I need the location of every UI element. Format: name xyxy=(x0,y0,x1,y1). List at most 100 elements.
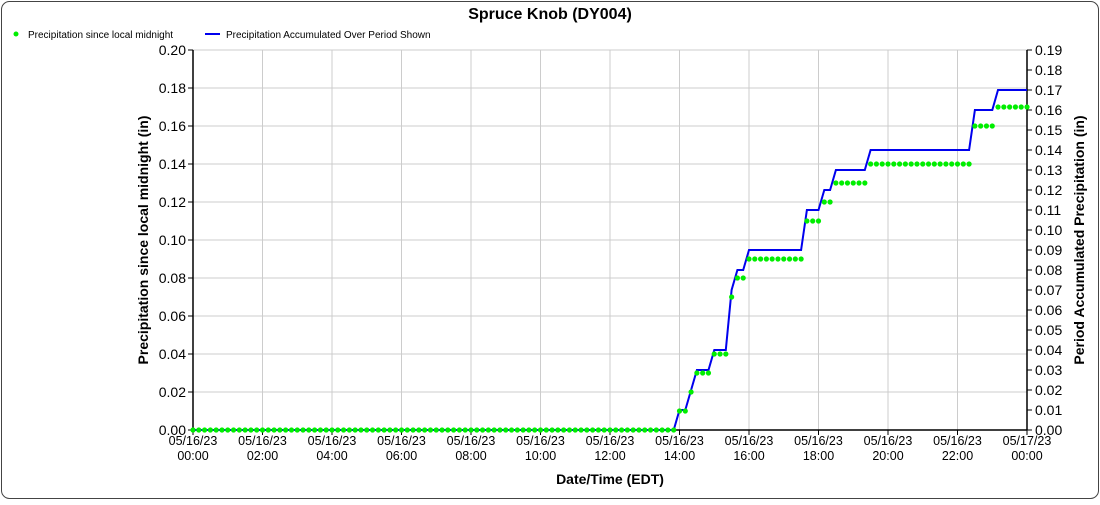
precip-data-point xyxy=(844,180,851,186)
precip-data-point xyxy=(248,427,254,433)
precip-data-point xyxy=(393,427,399,433)
y-right-tick-label: 0.14 xyxy=(1035,142,1062,158)
precip-data-point xyxy=(920,161,926,167)
precip-data-point xyxy=(896,161,903,167)
legend: Precipitation since local midnight Preci… xyxy=(13,30,431,41)
precip-data-point xyxy=(497,427,503,433)
precip-data-point xyxy=(323,427,329,433)
precip-data-point xyxy=(821,199,827,205)
precip-data-point xyxy=(630,427,636,433)
precip-data-point xyxy=(868,161,874,167)
precip-data-point xyxy=(381,427,387,433)
precip-data-point xyxy=(346,427,352,433)
y-right-tick-label: 0.01 xyxy=(1035,402,1062,418)
y-left-tick-label: 0.02 xyxy=(159,384,186,400)
y-left-tick-label: 0.16 xyxy=(159,118,186,134)
precip-data-point xyxy=(983,123,990,129)
y-left-tick-label: 0.14 xyxy=(159,156,186,172)
precip-data-point xyxy=(1018,104,1024,110)
precip-data-point xyxy=(485,427,491,433)
precip-data-point xyxy=(1001,104,1007,110)
y-right-tick-label: 0.07 xyxy=(1035,282,1062,298)
precip-data-point xyxy=(584,427,590,433)
y-left-tick-label: 0.18 xyxy=(159,80,186,96)
precip-data-point xyxy=(804,218,810,224)
legend-label-midnight: Precipitation since local midnight xyxy=(28,30,173,41)
precip-data-point xyxy=(624,427,630,433)
precip-data-point xyxy=(549,427,555,433)
precip-data-point xyxy=(653,427,659,433)
x-tick-date: 05/16/23 xyxy=(794,434,843,448)
precip-data-point xyxy=(879,161,885,167)
precip-data-point xyxy=(219,427,225,433)
precip-data-point xyxy=(335,427,341,433)
precip-data-point xyxy=(387,427,393,433)
precip-data-point xyxy=(433,427,439,433)
precip-data-point xyxy=(294,427,300,433)
y-right-tick-label: 0.09 xyxy=(1035,242,1062,258)
precip-data-point xyxy=(543,427,549,433)
x-tick-time: 06:00 xyxy=(386,449,417,463)
precip-data-point xyxy=(763,256,769,262)
precip-data-point xyxy=(201,427,208,433)
precip-data-point xyxy=(230,427,237,433)
precip-data-point xyxy=(277,427,283,433)
precip-data-point xyxy=(259,427,266,433)
precip-data-point xyxy=(561,427,567,433)
y-right-tick-label: 0.19 xyxy=(1035,42,1062,58)
y-axis-label-right: Period Accumulated Precipitation (in) xyxy=(1071,115,1087,364)
precip-data-point xyxy=(943,161,949,167)
precip-data-point xyxy=(902,161,908,167)
precip-data-point xyxy=(925,161,932,167)
precip-data-point xyxy=(196,427,202,433)
x-tick-time: 08:00 xyxy=(455,449,486,463)
precip-data-point xyxy=(978,123,984,129)
x-tick-time: 18:00 xyxy=(803,449,834,463)
precip-data-point xyxy=(265,427,271,433)
x-tick-time: 00:00 xyxy=(1011,449,1042,463)
x-tick-date: 05/16/23 xyxy=(655,434,704,448)
precip-data-point xyxy=(746,256,752,262)
precip-data-point xyxy=(479,427,486,433)
precip-data-point xyxy=(636,427,642,433)
precip-data-point xyxy=(1007,104,1013,110)
precip-data-point xyxy=(225,427,231,433)
precip-data-point xyxy=(288,427,295,433)
precip-data-point xyxy=(508,427,515,433)
precip-data-point xyxy=(659,427,665,433)
precip-data-point xyxy=(520,427,526,433)
precip-data-point xyxy=(578,427,584,433)
precip-data-point xyxy=(1024,104,1030,110)
precip-data-point xyxy=(665,427,671,433)
precip-data-point xyxy=(995,104,1001,110)
y-axis-label-left: Precipitation since local midnight (in) xyxy=(135,116,151,365)
y-right-tick-label: 0.04 xyxy=(1035,342,1062,358)
x-tick-date: 05/16/23 xyxy=(447,434,496,448)
precip-data-point xyxy=(283,427,289,433)
x-tick-date: 05/16/23 xyxy=(933,434,982,448)
precip-data-point xyxy=(236,427,242,433)
precip-data-point xyxy=(358,427,364,433)
precip-data-point xyxy=(613,427,619,433)
precip-data-point xyxy=(775,256,781,262)
precip-data-point xyxy=(398,427,405,433)
legend-dot-icon xyxy=(13,31,19,37)
x-tick-date: 05/16/23 xyxy=(377,434,426,448)
precip-data-point xyxy=(364,427,370,433)
precip-data-point xyxy=(213,427,219,433)
precip-data-point xyxy=(439,427,445,433)
precip-data-point xyxy=(960,161,966,167)
precip-data-point xyxy=(949,161,955,167)
x-tick-time: 02:00 xyxy=(247,449,278,463)
y-right-tick-label: 0.12 xyxy=(1035,182,1062,198)
y-left-tick-label: 0.12 xyxy=(159,194,186,210)
x-tick-time: 00:00 xyxy=(177,449,208,463)
precip-data-point xyxy=(503,427,509,433)
x-tick-date: 05/16/23 xyxy=(238,434,287,448)
precip-data-point xyxy=(404,427,410,433)
precip-data-point xyxy=(989,123,995,129)
precip-data-point xyxy=(329,427,335,433)
y-left-tick-label: 0.04 xyxy=(159,346,186,362)
precip-data-point xyxy=(468,427,474,433)
y-right-tick-label: 0.03 xyxy=(1035,362,1062,378)
